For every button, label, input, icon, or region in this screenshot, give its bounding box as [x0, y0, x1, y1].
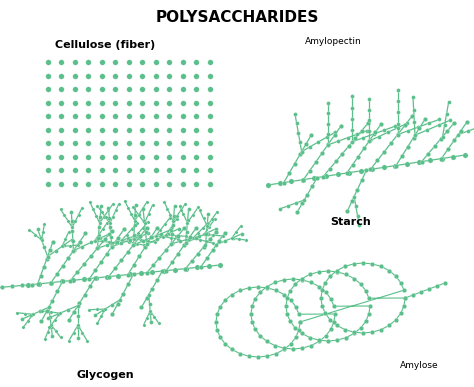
Text: Glycogen: Glycogen — [76, 370, 134, 380]
Text: Starch: Starch — [330, 217, 371, 227]
Text: Amylopectin: Amylopectin — [305, 38, 362, 46]
Text: POLYSACCHARIDES: POLYSACCHARIDES — [155, 10, 319, 26]
Text: Amylose: Amylose — [400, 361, 438, 370]
Text: Cellulose (fiber): Cellulose (fiber) — [55, 40, 155, 50]
